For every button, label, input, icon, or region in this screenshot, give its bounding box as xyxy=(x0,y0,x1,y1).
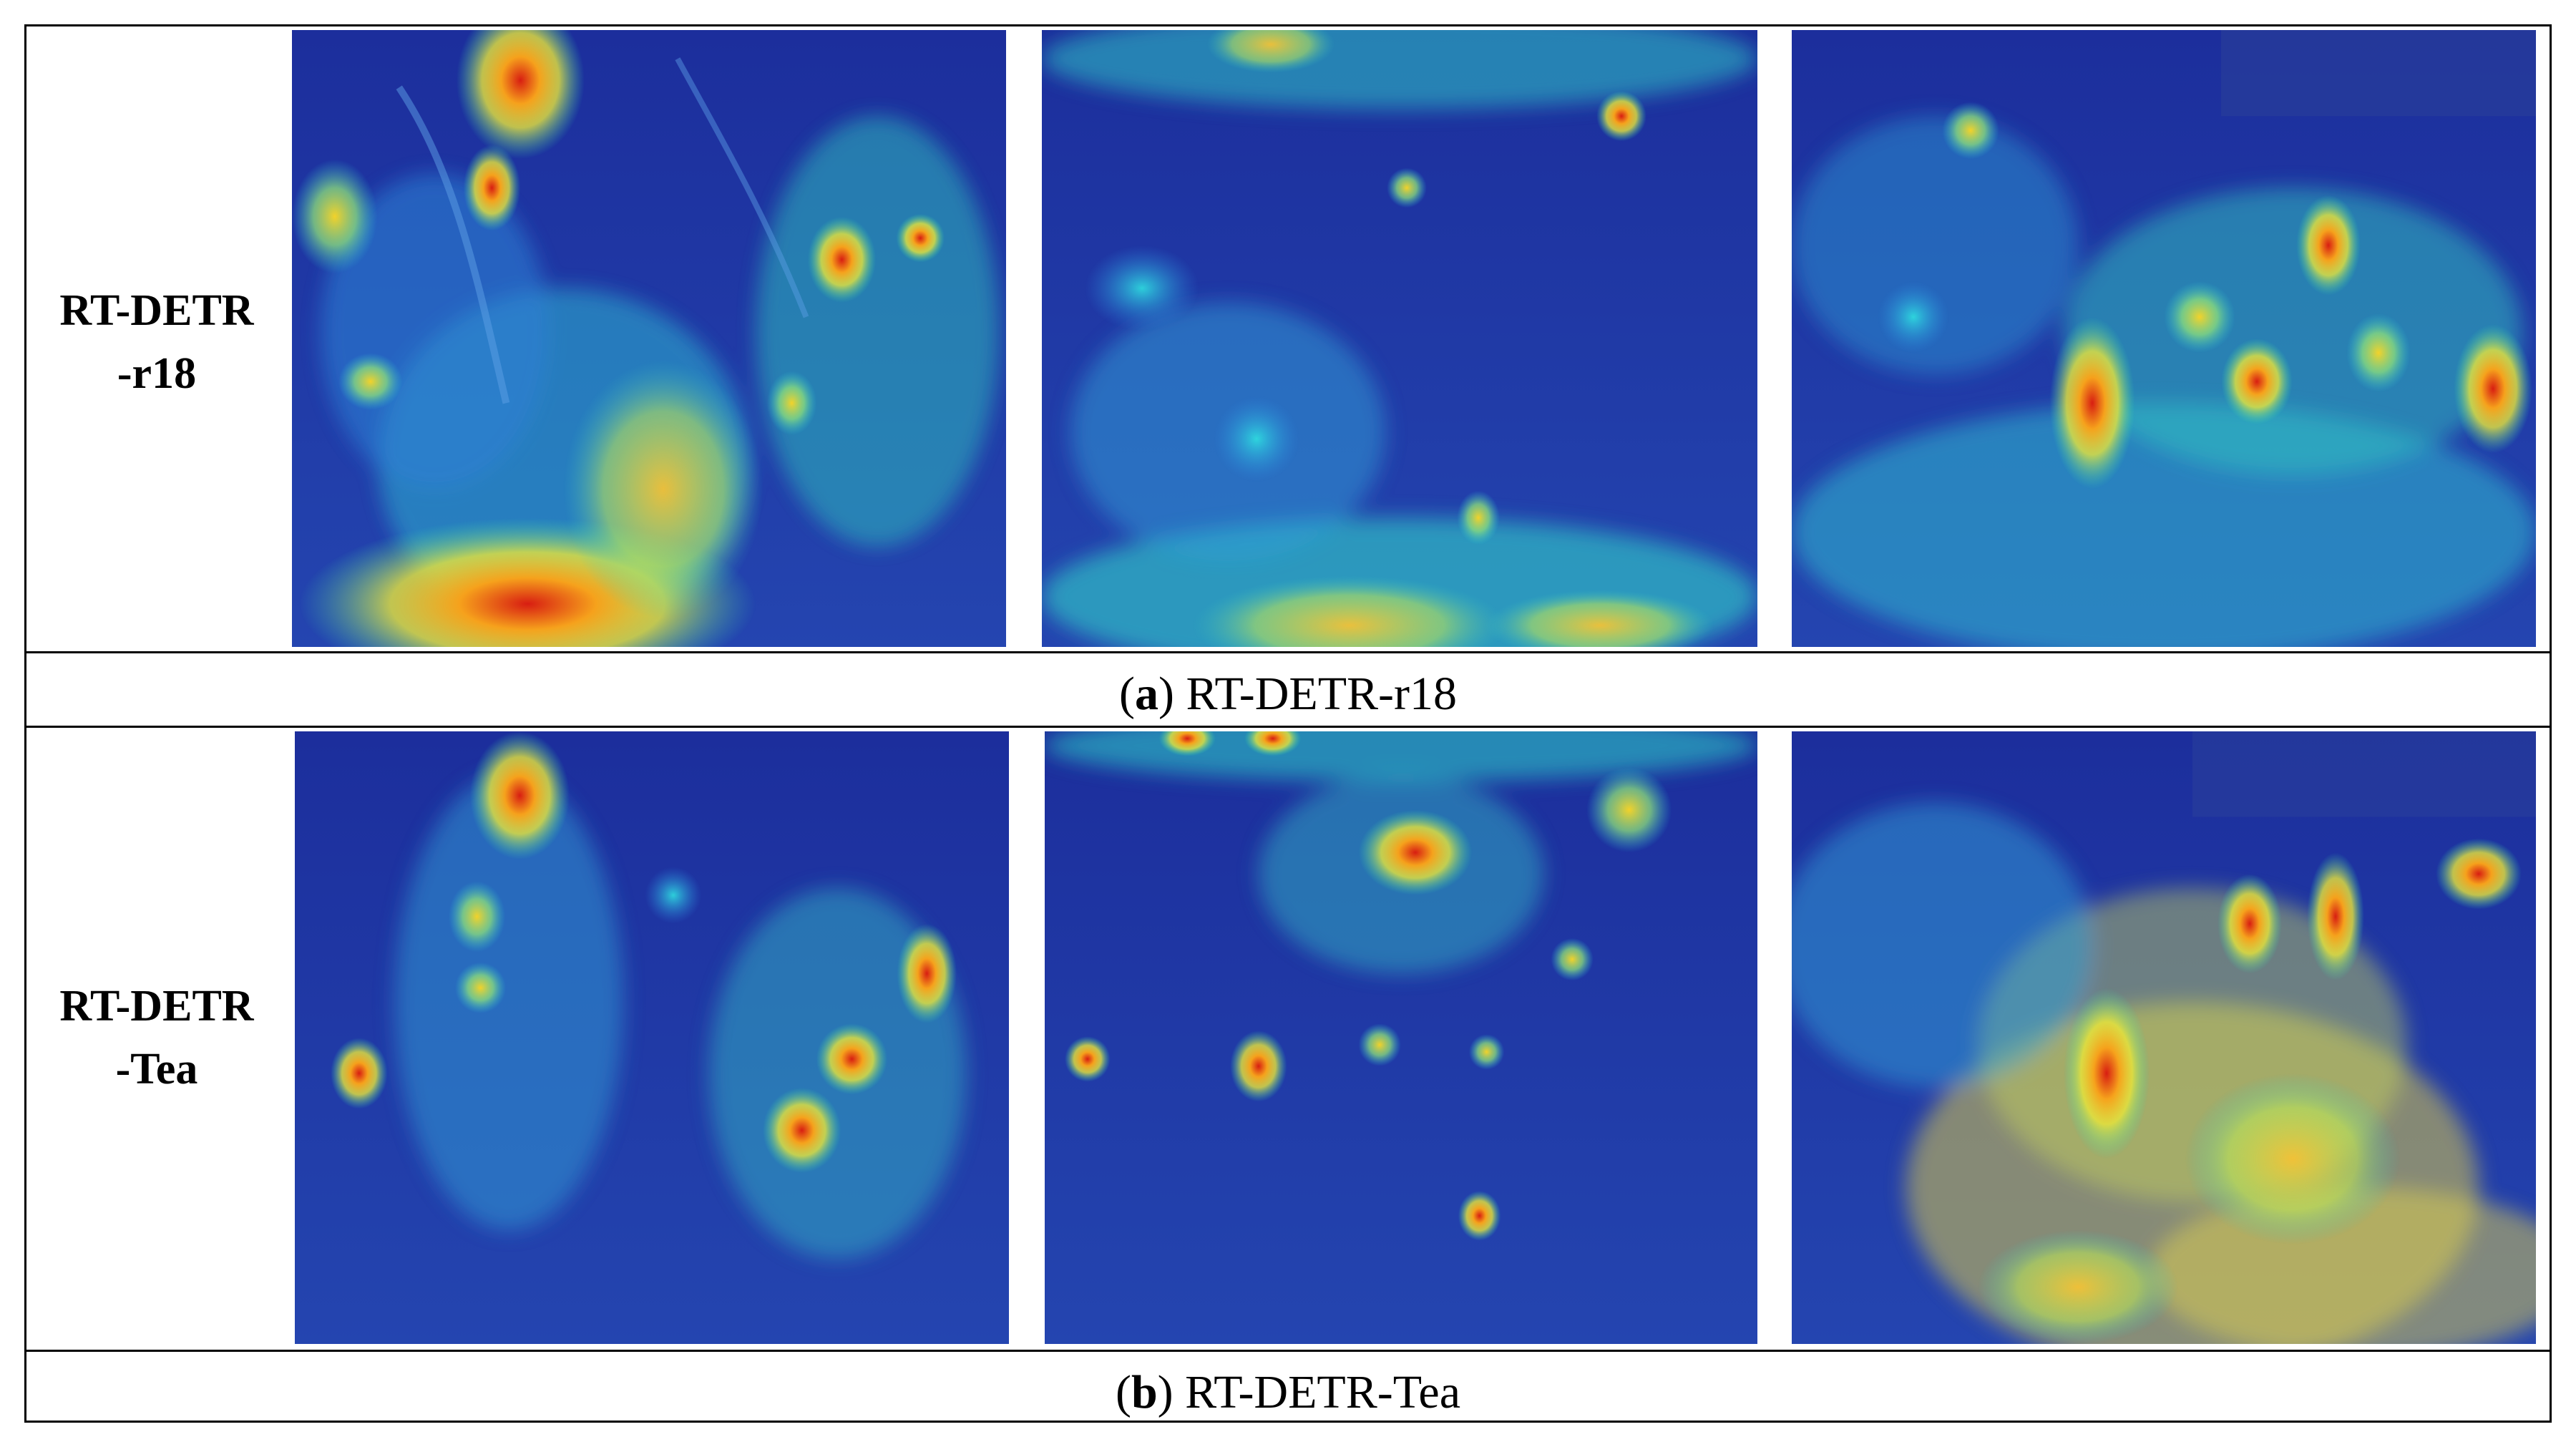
heatmap-panel-b1 xyxy=(295,731,1009,1344)
heatmap-panel-b3 xyxy=(1792,731,2536,1344)
caption-a: (a) RT-DETR-r18 xyxy=(1118,668,1458,720)
heatmap-panel-a3 xyxy=(1792,30,2536,647)
divider-line xyxy=(24,1350,2552,1352)
figure-frame xyxy=(24,24,2552,1423)
heatmap-panel-b2 xyxy=(1045,731,1757,1344)
divider-line xyxy=(24,651,2552,653)
caption-b: (b) RT-DETR-Tea xyxy=(1115,1366,1461,1418)
divider-line xyxy=(24,726,2552,728)
heatmap-panel-a1 xyxy=(292,30,1006,647)
row-label-rt-detr-r18: RT-DETR -r18 xyxy=(59,286,254,398)
row-label-rt-detr-tea: RT-DETR -Tea xyxy=(59,982,254,1093)
heatmap-panel-a2 xyxy=(1042,30,1757,647)
